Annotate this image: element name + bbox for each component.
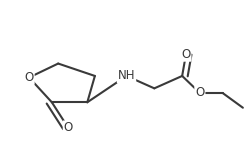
Text: O: O bbox=[64, 121, 73, 134]
Text: O: O bbox=[24, 71, 34, 84]
Text: NH: NH bbox=[117, 69, 135, 82]
Text: O: O bbox=[181, 48, 190, 61]
Text: O: O bbox=[195, 86, 204, 100]
